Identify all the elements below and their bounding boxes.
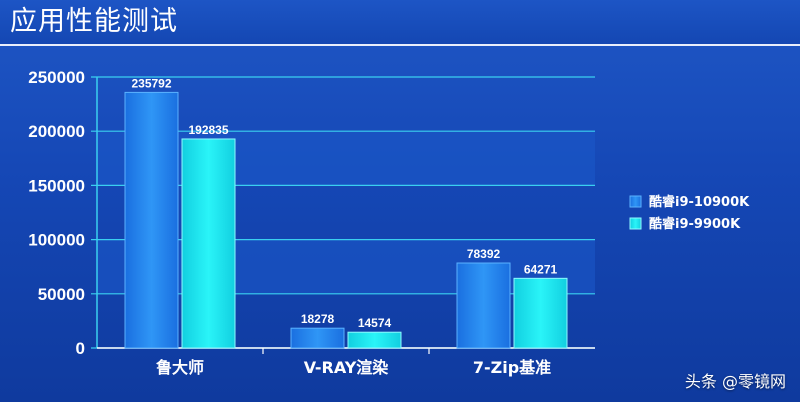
grid-band	[97, 131, 595, 186]
y-tick-label: 250000	[28, 68, 85, 87]
header-bar: 应用性能测试	[0, 0, 800, 44]
legend-label: 酷睿i9-10900K	[649, 194, 750, 210]
y-tick-label: 200000	[28, 122, 85, 141]
legend-swatch	[629, 195, 642, 208]
y-tick-label: 100000	[28, 231, 85, 250]
page-title: 应用性能测试	[10, 6, 178, 37]
x-category-label: V-RAY渲染	[304, 358, 390, 377]
y-tick-label: 150000	[28, 176, 85, 195]
data-label: 235792	[131, 76, 171, 90]
data-label: 78392	[467, 247, 501, 261]
data-label: 192835	[188, 123, 228, 137]
grid-band	[97, 239, 595, 294]
bar-series-1	[124, 91, 179, 349]
bar-series-2	[347, 331, 402, 349]
x-category-label: 7-Zip基准	[473, 358, 551, 377]
header-divider	[0, 44, 800, 46]
bar-series-2	[181, 138, 236, 349]
data-label: 14574	[358, 316, 392, 330]
y-tick-label: 0	[76, 339, 85, 358]
data-label: 64271	[524, 262, 558, 276]
legend-label: 酷睿i9-9900K	[649, 216, 741, 232]
x-category-label: 鲁大师	[155, 358, 204, 377]
legend-swatch	[629, 217, 642, 230]
bar-series-2	[513, 277, 568, 349]
watermark: 头条 @零镜网	[684, 372, 786, 391]
bar-series-1	[456, 262, 511, 349]
data-label: 18278	[301, 312, 335, 326]
bar-series-1	[290, 327, 345, 349]
y-tick-label: 50000	[38, 285, 85, 304]
